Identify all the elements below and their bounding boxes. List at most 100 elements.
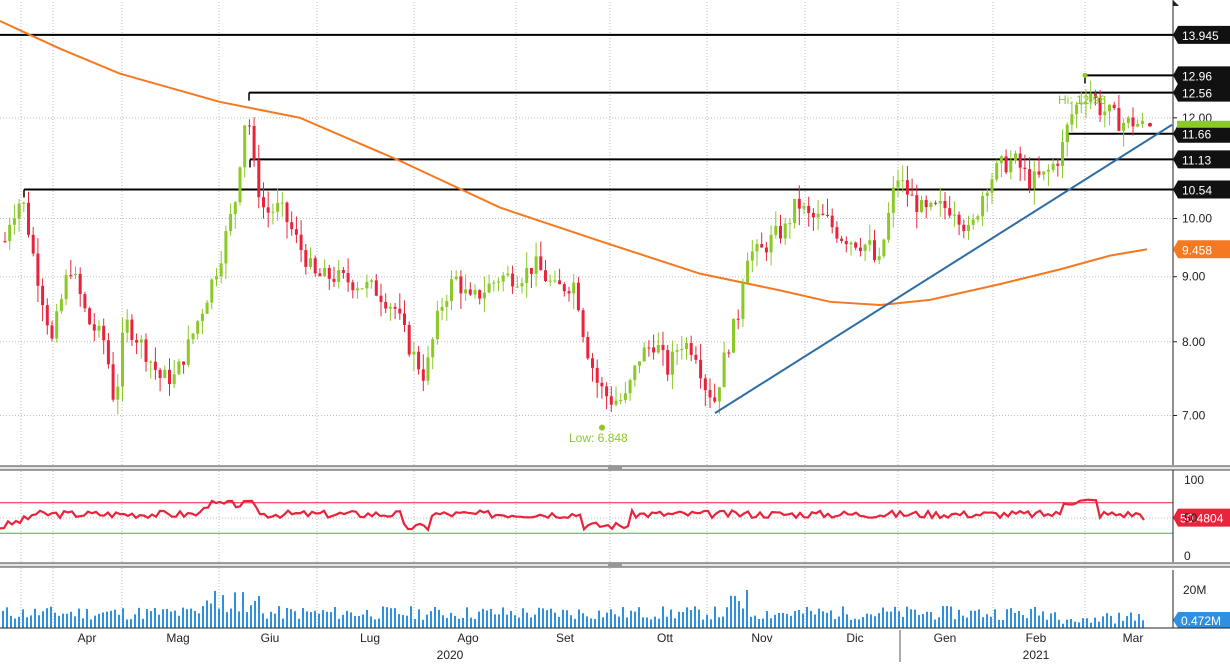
volume-bar xyxy=(394,608,396,628)
volume-bar xyxy=(170,611,172,628)
candle xyxy=(722,352,726,388)
volume-bar xyxy=(630,610,632,628)
volume-bar xyxy=(298,618,300,628)
volume-bar xyxy=(654,616,656,628)
volume-bar xyxy=(238,611,240,628)
volume-bar xyxy=(250,605,252,628)
candle xyxy=(717,387,721,402)
candle xyxy=(69,275,73,277)
candle xyxy=(196,321,200,334)
candle xyxy=(821,213,825,215)
volume-bar xyxy=(1026,618,1028,628)
candle xyxy=(633,365,637,381)
trendline: Hi: 12.96 Low: 6.848 xyxy=(569,72,1173,445)
volume-bar xyxy=(426,614,428,628)
volume-bar xyxy=(258,595,260,628)
candle xyxy=(595,367,599,383)
candle xyxy=(158,369,162,379)
candle xyxy=(1056,163,1060,166)
candle xyxy=(200,313,204,322)
candle xyxy=(755,244,759,252)
candle xyxy=(116,386,120,400)
price-label-box xyxy=(1173,66,1230,85)
volume-bar xyxy=(650,619,652,628)
candle xyxy=(962,224,966,232)
volume-bar xyxy=(594,618,596,628)
candle xyxy=(135,339,139,343)
candle xyxy=(403,313,406,325)
volume-bar xyxy=(382,606,384,628)
volume-bar xyxy=(62,613,64,628)
volume-bar xyxy=(6,607,8,628)
candle xyxy=(539,256,543,271)
month-label: Mag xyxy=(166,631,189,645)
volume-bar xyxy=(362,614,364,628)
last-price-dot xyxy=(1148,122,1152,127)
panel-grip xyxy=(608,564,622,566)
candle xyxy=(318,273,322,277)
candle xyxy=(920,199,923,212)
volume-bar xyxy=(1118,612,1120,628)
candle xyxy=(356,288,359,291)
volume-bar xyxy=(818,608,820,628)
volume-bar xyxy=(526,612,528,628)
volume-bar xyxy=(502,607,504,628)
candle xyxy=(1140,120,1144,124)
candle xyxy=(168,369,171,385)
candle xyxy=(125,319,129,333)
volume-bar xyxy=(126,619,128,628)
volume-bar xyxy=(322,610,324,628)
volume-bar xyxy=(934,619,936,628)
candle xyxy=(144,339,148,362)
candle xyxy=(1028,169,1032,189)
candle xyxy=(873,240,876,261)
candle xyxy=(680,349,684,351)
volume-bar xyxy=(846,614,848,628)
candle xyxy=(454,276,458,280)
volume-bar xyxy=(990,616,992,628)
hi-annotation: Hi: 12.96 xyxy=(1058,93,1106,107)
volume-bar xyxy=(758,619,760,628)
volume-bar xyxy=(338,618,340,628)
candle xyxy=(426,357,430,381)
candle xyxy=(309,258,312,267)
month-label: Feb xyxy=(1026,631,1047,645)
volume-bar xyxy=(510,610,512,628)
volume-bar xyxy=(490,608,492,628)
volume-bar xyxy=(242,592,244,628)
candle xyxy=(586,337,590,359)
candle xyxy=(1126,117,1130,124)
volume-bar xyxy=(1062,623,1064,628)
volume-bar xyxy=(1106,613,1108,628)
volume-bar xyxy=(410,606,412,628)
volume-bar xyxy=(582,613,584,628)
volume-bar xyxy=(558,616,560,628)
candle xyxy=(844,240,848,245)
candle xyxy=(788,223,792,225)
candle xyxy=(276,202,280,212)
candle xyxy=(257,159,261,198)
candle xyxy=(642,347,646,362)
volume-bar xyxy=(66,613,68,628)
volume-bar xyxy=(94,615,96,628)
volume-bar xyxy=(778,612,780,628)
candle xyxy=(591,358,594,368)
candles xyxy=(3,80,1144,415)
volume-bar xyxy=(42,611,44,628)
candle xyxy=(976,216,980,220)
candle xyxy=(130,319,134,340)
candle xyxy=(572,282,576,294)
candle xyxy=(901,180,905,182)
candle xyxy=(482,292,486,299)
candle xyxy=(102,325,106,341)
price-label-text: 12.56 xyxy=(1182,87,1212,101)
volume-bar xyxy=(722,616,724,628)
volume-bar xyxy=(626,617,628,628)
volume-bar xyxy=(406,615,408,628)
candle xyxy=(924,199,928,208)
volume-bar xyxy=(334,606,336,628)
month-label: Apr xyxy=(78,631,97,645)
y-tick-label: 7.00 xyxy=(1182,409,1206,423)
candle xyxy=(224,231,228,264)
candle xyxy=(985,192,989,196)
